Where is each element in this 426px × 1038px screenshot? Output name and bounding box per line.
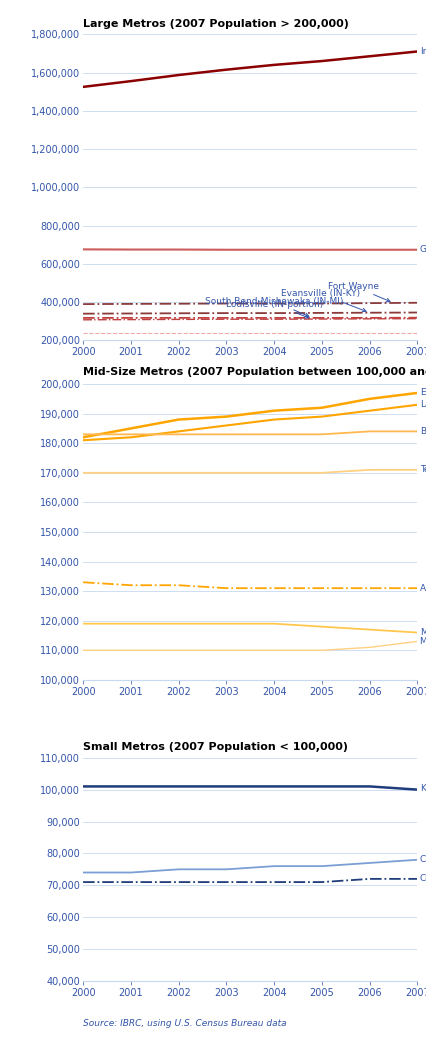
Text: Fort Wayne: Fort Wayne [328, 281, 390, 302]
Text: Large Metros (2007 Population > 200,000): Large Metros (2007 Population > 200,000) [83, 19, 349, 29]
Text: Small Metros (2007 Population < 100,000): Small Metros (2007 Population < 100,000) [83, 741, 348, 752]
Text: Cincinnati-Middletown (IN-portion): Cincinnati-Middletown (IN-portion) [420, 855, 426, 865]
Text: Indianapolis-Carmel: Indianapolis-Carmel [420, 47, 426, 56]
Text: Source: IBRC, using U.S. Census Bureau data: Source: IBRC, using U.S. Census Bureau d… [83, 1018, 287, 1028]
Text: Bloomington: Bloomington [420, 427, 426, 436]
Text: Muncie: Muncie [420, 628, 426, 637]
Text: Evansville (IN-KY): Evansville (IN-KY) [281, 290, 366, 311]
Text: Columbus: Columbus [420, 874, 426, 883]
Text: Lafayette: Lafayette [420, 401, 426, 409]
Text: Elkhart-Goshen: Elkhart-Goshen [420, 388, 426, 398]
Text: South Bend-Mishawaka (IN-MI): South Bend-Mishawaka (IN-MI) [205, 297, 343, 317]
Text: Mid-Size Metros (2007 Population between 100,000 and 200,000): Mid-Size Metros (2007 Population between… [83, 366, 426, 377]
Text: Anderson: Anderson [420, 583, 426, 593]
Text: Kokomo: Kokomo [420, 784, 426, 793]
Text: Michigan City-La Porte: Michigan City-La Porte [420, 637, 426, 646]
Text: Terre Haute: Terre Haute [420, 465, 426, 474]
Text: Louisville (IN-portion): Louisville (IN-portion) [225, 300, 323, 319]
Text: Gary: Gary [420, 245, 426, 254]
